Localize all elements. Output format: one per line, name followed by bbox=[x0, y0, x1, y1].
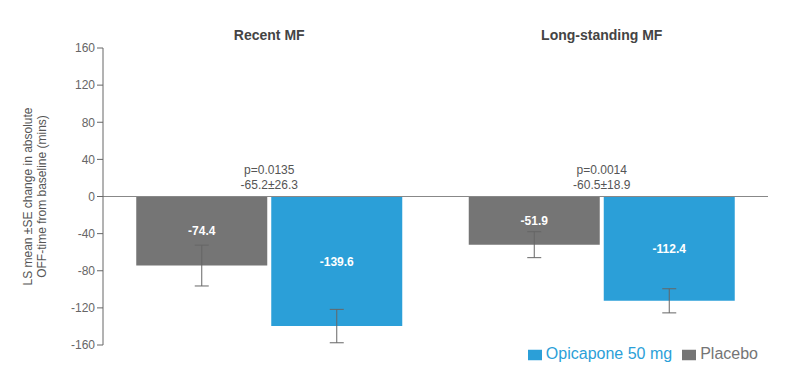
svg-text:-51.9: -51.9 bbox=[521, 214, 549, 228]
svg-text:p=0.0014-60.5±18.9: p=0.0014-60.5±18.9 bbox=[573, 163, 631, 192]
html-text:Opicapone 50 mg: Opicapone 50 mg bbox=[545, 345, 673, 362]
svg-text:-74.4: -74.4 bbox=[188, 224, 216, 238]
svg-text:Long-standing MF: Long-standing MF bbox=[541, 27, 663, 43]
svg-text:-112.4: -112.4 bbox=[653, 242, 687, 256]
svg-text:-139.6: -139.6 bbox=[320, 255, 354, 269]
html-text:Placebo: Placebo bbox=[700, 345, 758, 362]
svg-text:0: 0 bbox=[88, 190, 95, 204]
svg-text:80: 80 bbox=[82, 116, 96, 130]
svg-text:-80: -80 bbox=[78, 264, 96, 278]
svg-text:-40: -40 bbox=[78, 227, 96, 241]
svg-text:-120: -120 bbox=[71, 301, 95, 315]
svg-text:120: 120 bbox=[75, 78, 95, 92]
svg-text:Recent MF: Recent MF bbox=[234, 27, 305, 43]
svg-text:160: 160 bbox=[75, 41, 95, 55]
svg-text:-160: -160 bbox=[71, 338, 95, 352]
svg-text:LS mean ±SE change in absolute: LS mean ±SE change in absoluteOFF-time f… bbox=[21, 107, 49, 285]
svg-text:40: 40 bbox=[82, 153, 96, 167]
svg-text:p=0.0135-65.2±26.3: p=0.0135-65.2±26.3 bbox=[241, 163, 299, 192]
